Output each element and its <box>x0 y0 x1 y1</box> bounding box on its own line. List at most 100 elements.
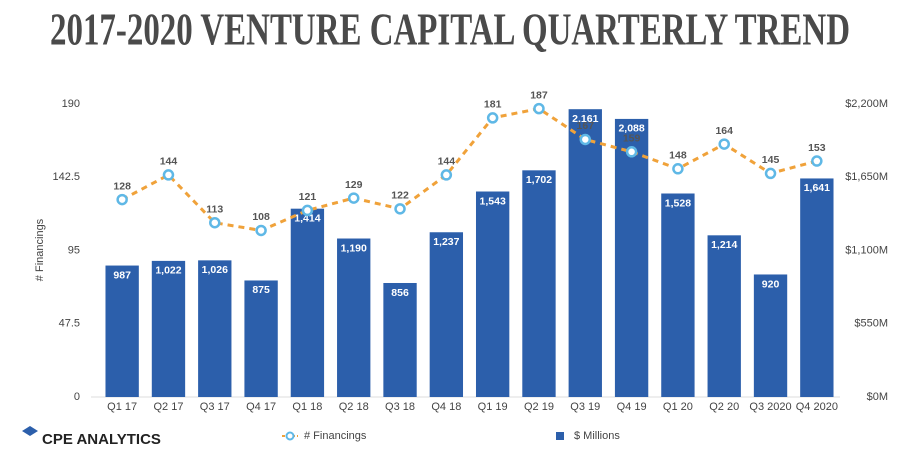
point-label: 145 <box>762 154 780 166</box>
bar <box>800 178 834 397</box>
bar <box>753 274 788 397</box>
x-tick-label: Q1 18 <box>292 401 322 413</box>
y-tick-label: 190 <box>62 98 80 110</box>
bar-label: 1,022 <box>155 265 181 277</box>
y2-tick-label: $1,650M <box>845 171 888 183</box>
x-tick-label: Q1 19 <box>478 401 508 413</box>
chart-title: 2017-2020 VENTURE CAPITAL QUARTERLY TREN… <box>50 4 850 55</box>
point-label: 128 <box>113 180 131 192</box>
line-point <box>301 204 314 217</box>
bar <box>290 208 325 397</box>
bar <box>429 232 464 397</box>
legend-marker <box>556 432 564 440</box>
line-point <box>579 133 592 146</box>
bar <box>568 109 602 397</box>
bar <box>198 260 232 397</box>
bar-label: 920 <box>762 278 780 290</box>
line-point <box>486 112 499 124</box>
bar <box>244 280 278 397</box>
bar-label: 2,161 <box>572 113 598 125</box>
x-tick-label: Q1 17 <box>107 401 137 413</box>
bar <box>661 193 695 397</box>
x-tick-label: Q3 19 <box>570 401 600 413</box>
line-point <box>764 167 777 180</box>
bar-label: 875 <box>252 284 270 296</box>
point-label: 129 <box>345 179 363 191</box>
x-tick-label: Q2 18 <box>339 401 369 413</box>
legend-label: $ Millions <box>574 430 620 442</box>
point-label: 167 <box>577 120 595 132</box>
point-label: 144 <box>160 156 178 168</box>
point-label: 153 <box>808 142 826 154</box>
x-tick-label: Q3 17 <box>200 401 230 413</box>
point-label: 144 <box>438 156 456 168</box>
y2-tick-label: $0M <box>867 391 888 403</box>
line-point <box>255 224 267 237</box>
bar-label: 1,543 <box>480 195 506 207</box>
x-tick-label: Q4 17 <box>246 401 276 413</box>
point-label: 164 <box>715 125 733 137</box>
x-tick-label: Q3 2020 <box>749 401 791 413</box>
point-label: 121 <box>299 191 317 203</box>
line-point <box>672 163 684 175</box>
bar <box>614 118 649 397</box>
bar-label: 1,702 <box>526 174 552 186</box>
y-axis-label: # Financings <box>34 218 46 281</box>
line-point <box>718 138 730 150</box>
point-label: 187 <box>530 89 548 101</box>
x-tick-label: Q2 17 <box>153 401 183 413</box>
bar-label: 1,414 <box>294 212 320 224</box>
y2-tick-label: $1,100M <box>845 244 888 256</box>
x-tick-label: Q4 18 <box>431 401 461 413</box>
point-label: 113 <box>206 204 223 216</box>
bar <box>383 282 417 397</box>
x-tick-label: Q3 18 <box>385 401 415 413</box>
line-point <box>116 193 128 206</box>
line-point <box>162 169 175 181</box>
x-tick-label: Q2 19 <box>524 401 554 413</box>
legend-label: # Financings <box>304 430 367 442</box>
x-tick-label: Q2 20 <box>709 401 739 413</box>
bar <box>337 238 371 397</box>
bar-label: 1,237 <box>433 236 459 248</box>
line-point <box>347 192 360 204</box>
bar-label: 856 <box>391 287 409 299</box>
bar <box>105 265 139 397</box>
y-tick-label: 0 <box>74 391 80 403</box>
bar-label: 1,190 <box>341 242 367 254</box>
y-tick-label: 142.5 <box>52 171 80 183</box>
bar-label: 1,026 <box>202 264 228 276</box>
line-point <box>394 203 406 215</box>
line-point <box>625 146 638 158</box>
line <box>121 107 818 233</box>
bar-label: 987 <box>113 269 131 281</box>
bar-label: 1,641 <box>804 182 830 194</box>
bar <box>475 191 510 397</box>
bar <box>707 235 741 397</box>
y2-tick-label: $550M <box>854 318 888 330</box>
legend-marker <box>285 431 295 441</box>
line-point <box>209 216 221 229</box>
bar-label: 1,214 <box>711 239 737 251</box>
y2-tick-label: $2,200M <box>845 98 888 110</box>
x-tick-label: Q4 19 <box>617 401 647 413</box>
bar-label: 1,528 <box>665 197 691 209</box>
logo-text: CPE ANALYTICS <box>42 431 161 448</box>
line-point <box>533 102 545 115</box>
line-point <box>811 155 823 167</box>
x-tick-label: Q1 20 <box>663 401 693 413</box>
x-tick-label: Q4 2020 <box>796 401 838 413</box>
y-tick-label: 95 <box>68 244 80 256</box>
point-label: 148 <box>669 150 687 162</box>
logo: CPE ANALYTICS <box>22 426 161 448</box>
bar-label: 2,088 <box>618 123 644 135</box>
point-label: 108 <box>252 211 270 223</box>
y-tick-label: 47.5 <box>59 318 80 330</box>
bar <box>522 170 556 397</box>
point-label: 181 <box>484 99 502 111</box>
point-label: 159 <box>623 133 641 145</box>
line-point <box>440 169 453 181</box>
point-label: 122 <box>391 190 409 202</box>
logo-icon <box>22 426 38 442</box>
